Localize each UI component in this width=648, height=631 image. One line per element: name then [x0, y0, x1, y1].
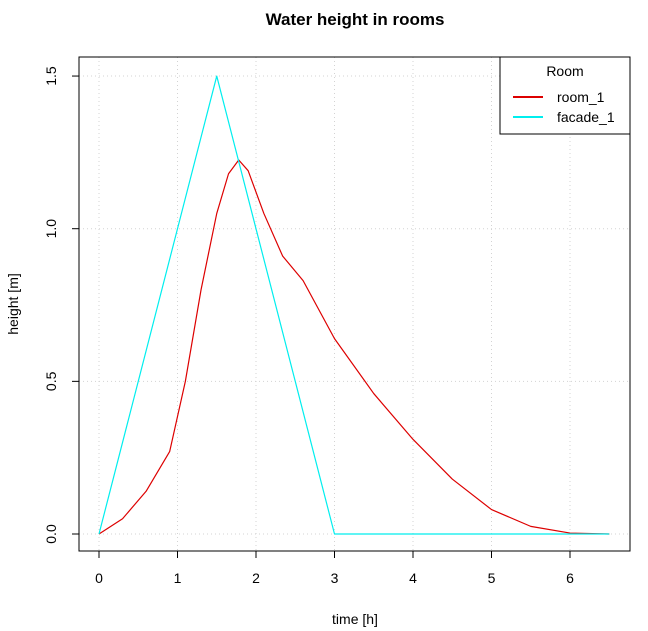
legend-title: Room [546, 63, 583, 79]
series-line-room-1 [98, 159, 610, 535]
x-tick-label: 5 [488, 570, 496, 586]
legend: Room room_1 facade_1 [499, 56, 631, 135]
x-tick-label: 3 [331, 570, 339, 586]
y-tick-label: 0.0 [43, 524, 59, 544]
y-axis-label: height [m] [5, 273, 21, 334]
axes: 0 1 2 3 4 5 6 0.0 0.5 1.0 1.5 [43, 66, 574, 586]
series-line-facade-1 [98, 75, 610, 535]
x-tick-label: 1 [174, 570, 182, 586]
legend-label-facade-1: facade_1 [557, 109, 615, 125]
y-tick-label: 0.5 [43, 371, 59, 391]
chart-title: Water height in rooms [266, 10, 445, 29]
x-tick-label: 4 [409, 570, 417, 586]
y-tick-label: 1.5 [43, 66, 59, 86]
x-tick-label: 0 [95, 570, 103, 586]
x-tick-label: 2 [252, 570, 260, 586]
y-tick-label: 1.0 [43, 219, 59, 239]
x-axis-label: time [h] [332, 611, 378, 627]
plot-frame [78, 56, 631, 552]
series-group [98, 75, 610, 535]
x-tick-label: 6 [566, 570, 574, 586]
legend-label-room-1: room_1 [557, 89, 605, 105]
legend-box [499, 56, 631, 135]
